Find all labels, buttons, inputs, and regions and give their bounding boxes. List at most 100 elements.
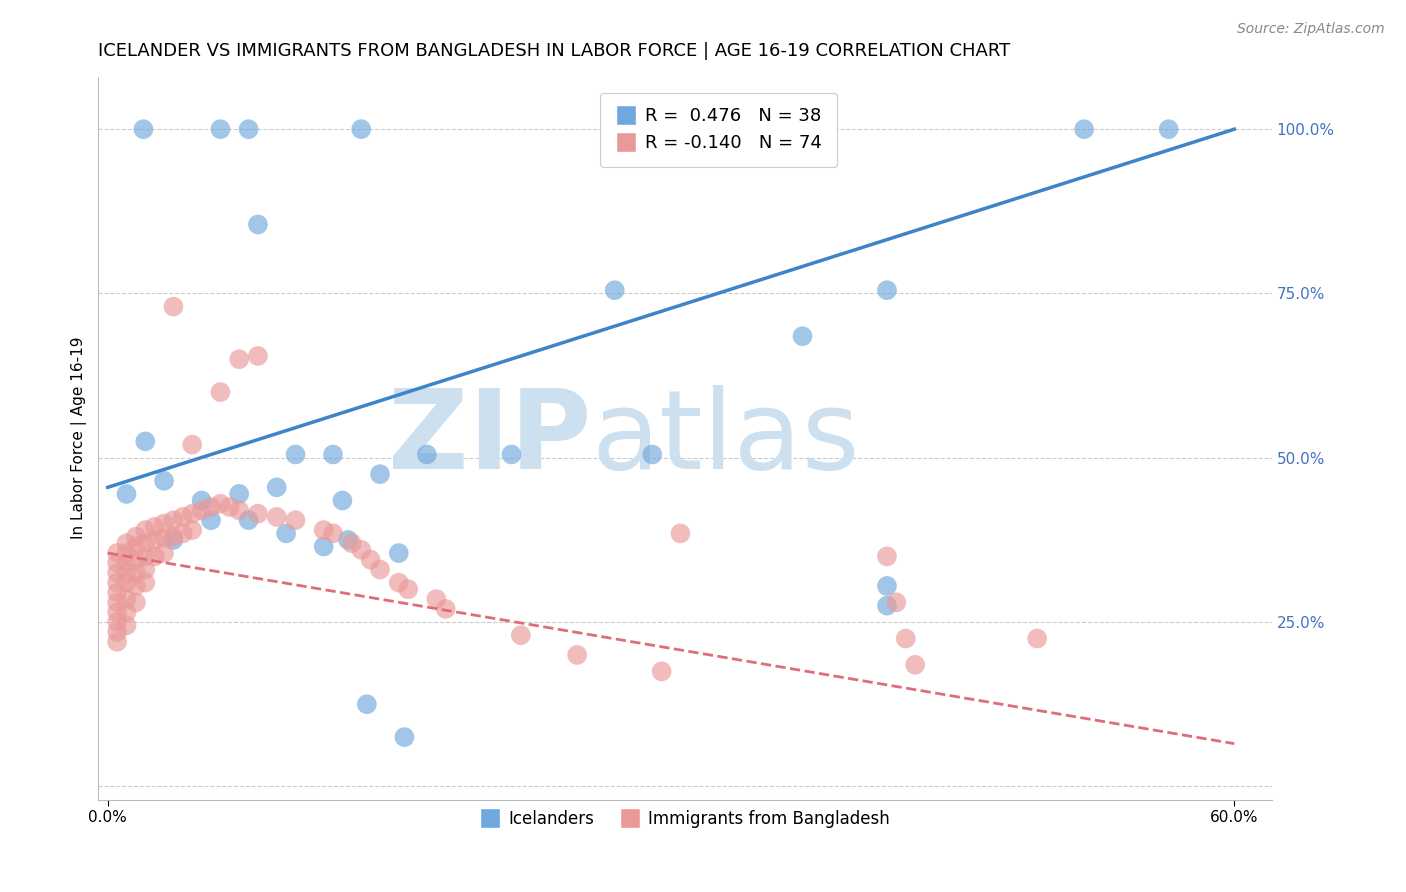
Point [105,556,128,570]
Point [181,507,204,521]
Point [509,628,531,642]
Point [904,657,927,672]
Point [105,566,128,580]
Point [356,697,378,711]
Point [115,605,138,619]
Point [162,530,184,544]
Point [266,480,288,494]
Point [312,540,335,554]
Point [603,283,626,297]
Point [153,474,176,488]
Point [153,516,176,531]
Point [434,602,457,616]
Point [115,575,138,590]
Point [162,300,184,314]
Point [876,283,898,297]
Point [1073,122,1095,136]
Point [172,526,194,541]
Point [105,595,128,609]
Point [238,513,260,527]
Point [876,599,898,613]
Point [1026,632,1049,646]
Point [115,556,138,570]
Point [368,562,391,576]
Point [322,448,344,462]
Point [125,530,148,544]
Point [894,632,917,646]
Legend: Icelanders, Immigrants from Bangladesh: Icelanders, Immigrants from Bangladesh [474,803,897,835]
Point [134,434,156,449]
Point [238,122,260,136]
Point [125,579,148,593]
Point [641,448,664,462]
Point [218,500,240,514]
Point [1157,122,1180,136]
Point [388,575,411,590]
Point [416,448,439,462]
Point [181,523,204,537]
Point [190,493,212,508]
Text: Source: ZipAtlas.com: Source: ZipAtlas.com [1237,22,1385,37]
Point [350,542,373,557]
Point [125,540,148,554]
Point [115,546,138,560]
Point [876,579,898,593]
Point [322,526,344,541]
Point [565,648,588,662]
Point [200,513,222,527]
Point [134,575,156,590]
Point [132,122,155,136]
Point [105,624,128,639]
Point [134,536,156,550]
Point [115,487,138,501]
Text: atlas: atlas [592,384,859,491]
Point [792,329,814,343]
Point [125,552,148,566]
Point [134,549,156,564]
Point [105,634,128,648]
Point [274,526,297,541]
Point [200,500,222,514]
Point [209,385,232,400]
Point [228,352,250,367]
Point [105,575,128,590]
Point [368,467,391,482]
Point [172,510,194,524]
Point [162,533,184,547]
Point [105,605,128,619]
Point [350,122,373,136]
Point [651,665,673,679]
Point [396,582,419,597]
Point [425,592,447,607]
Point [143,520,166,534]
Point [143,533,166,547]
Point [181,437,204,451]
Point [190,503,212,517]
Point [115,536,138,550]
Point [388,546,411,560]
Point [312,523,335,537]
Point [360,552,382,566]
Point [105,615,128,629]
Point [228,487,250,501]
Point [105,546,128,560]
Point [228,503,250,517]
Point [105,585,128,599]
Y-axis label: In Labor Force | Age 16-19: In Labor Force | Age 16-19 [72,337,87,540]
Point [394,730,416,744]
Point [115,618,138,632]
Point [284,513,307,527]
Point [886,595,908,609]
Point [246,218,269,232]
Point [209,497,232,511]
Point [134,523,156,537]
Point [115,566,138,580]
Point [162,513,184,527]
Point [332,493,354,508]
Text: ICELANDER VS IMMIGRANTS FROM BANGLADESH IN LABOR FORCE | AGE 16-19 CORRELATION C: ICELANDER VS IMMIGRANTS FROM BANGLADESH … [98,42,1011,60]
Point [153,531,176,545]
Point [669,526,692,541]
Point [266,510,288,524]
Point [501,448,523,462]
Point [143,549,166,564]
